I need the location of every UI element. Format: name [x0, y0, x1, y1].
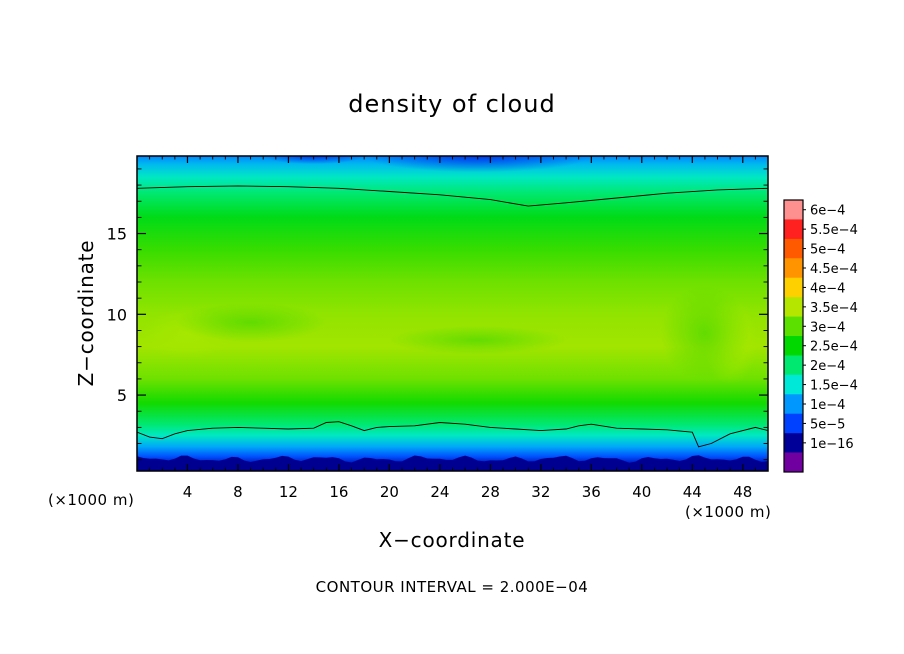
y-tick-label: 15	[107, 225, 127, 244]
colorbar-frame	[783, 199, 804, 473]
x-unit-left: (×1000 m)	[48, 491, 134, 509]
x-tick-label: 8	[233, 483, 243, 501]
colorbar-swatch	[784, 297, 803, 317]
colorbar-label: 5e−4	[810, 243, 845, 258]
y-tick-label: 10	[107, 305, 127, 324]
x-tick-label: 28	[481, 483, 500, 501]
colorbar-swatch	[784, 355, 803, 376]
colorbar-swatch	[784, 219, 803, 240]
x-tick-label: 12	[279, 483, 298, 501]
x-tick-label: 4	[183, 483, 193, 501]
colorbar-swatch	[784, 336, 803, 356]
colorbar-label: 2.5e−4	[810, 340, 858, 355]
y-tick-label: 5	[117, 386, 127, 405]
x-tick-label: 44	[683, 483, 702, 501]
colorbar-label: 5e−5	[810, 417, 845, 432]
x-unit-right: (×1000 m)	[685, 503, 771, 521]
contour-line-upper	[137, 185, 768, 207]
colorbar-swatch	[784, 258, 803, 279]
x-tick-label: 36	[582, 483, 601, 501]
contour-line-lower	[137, 421, 768, 448]
x-tick-label: 20	[380, 483, 399, 501]
x-tick-label: 40	[632, 483, 651, 501]
colorbar-swatch	[784, 433, 803, 453]
colorbar-label: 3.5e−4	[810, 301, 858, 316]
very-low-density-band	[137, 455, 768, 471]
colorbar-swatch	[784, 452, 803, 473]
colorbar-label: 1.5e−4	[810, 379, 858, 394]
y-axis-ticks: 5 10 15	[107, 168, 768, 461]
colorbar-label: 2e−4	[810, 359, 845, 374]
colorbar-label: 6e−4	[810, 204, 845, 219]
colorbar-swatch	[784, 413, 803, 434]
colorbar-label: 4.5e−4	[810, 262, 858, 277]
plot-area	[137, 156, 768, 471]
colorbar: 6e−4 5.5e−4 5e−4 4.5e−4 4e−4 3.5e−4 3e−4 2.5e−4…	[783, 199, 858, 473]
blob-right-2	[660, 285, 750, 383]
colorbar-label: 1e−4	[810, 398, 845, 413]
colorbar-swatch	[784, 238, 803, 259]
colorbar-label: 1e−16	[810, 437, 854, 452]
x-tick-label: 16	[329, 483, 348, 501]
x-tick-label: 24	[430, 483, 449, 501]
y-axis-label: Z−coordinate	[74, 240, 98, 387]
blob-center	[389, 325, 567, 355]
contour-interval-note: CONTOUR INTERVAL = 2.000E−04	[316, 578, 589, 596]
colorbar-label: 5.5e−4	[810, 223, 858, 238]
x-tick-label: 32	[531, 483, 550, 501]
x-axis-ticks: 4 8 12 16 20 24 28 32 36 40 44 48	[149, 156, 756, 501]
colorbar-label: 4e−4	[810, 281, 845, 296]
colorbar-swatch	[784, 316, 803, 337]
colorbar-swatch	[784, 200, 803, 220]
colorbar-swatch	[784, 374, 803, 395]
blob-left-2	[174, 303, 327, 342]
chart-title: density of cloud	[348, 90, 555, 118]
x-axis-label: X−coordinate	[379, 528, 526, 552]
colorbar-label: 3e−4	[810, 320, 845, 335]
blob-top	[364, 156, 592, 173]
x-tick-label: 48	[733, 483, 752, 501]
colorbar-swatch	[784, 394, 803, 415]
colorbar-swatch	[784, 277, 803, 298]
